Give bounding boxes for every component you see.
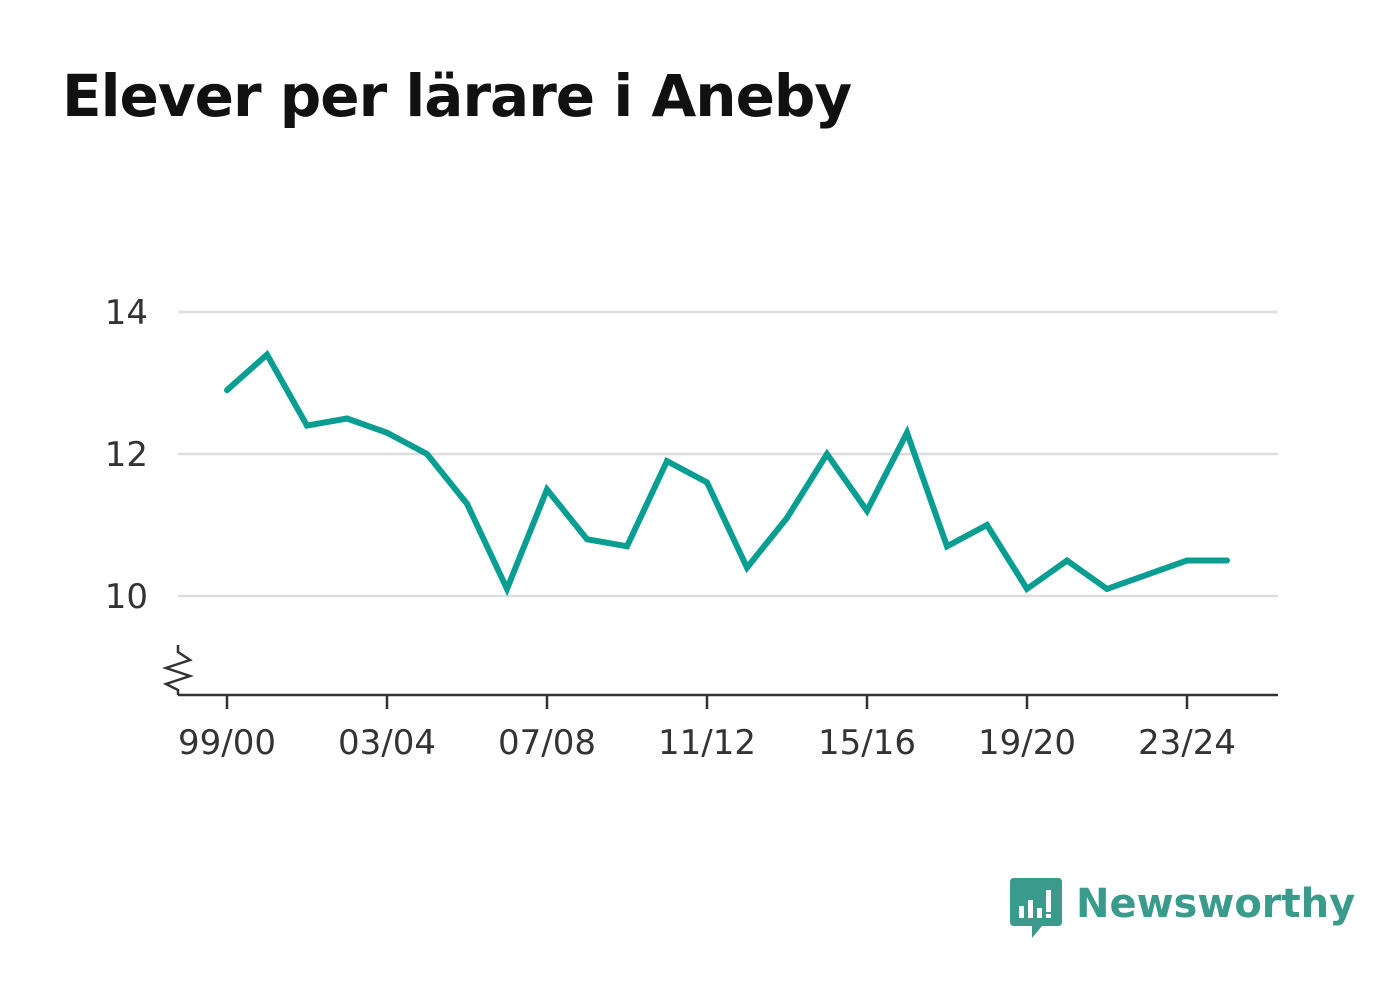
data-point: [1224, 557, 1230, 564]
y-tick-label: 12: [105, 435, 148, 475]
data-point: [824, 451, 830, 457]
data-point: [224, 387, 230, 394]
x-axis-labels: 99/00 03/04 07/08 11/12 15/16 19/20 23/24: [178, 723, 1236, 763]
data-point: [504, 585, 510, 592]
newsworthy-logo-icon: [1010, 878, 1062, 938]
data-point: [464, 500, 470, 507]
axis-break-marker: [162, 645, 194, 695]
x-tick-label: 99/00: [178, 723, 276, 763]
data-point: [424, 451, 430, 457]
data-point: [944, 543, 950, 550]
data-point: [384, 429, 390, 436]
series-layer: [224, 349, 1230, 597]
data-point: [784, 514, 790, 521]
newsworthy-brand: Newsworthy: [1010, 878, 1355, 942]
data-point: [1104, 585, 1110, 592]
data-point: [744, 564, 750, 571]
x-tick-label: 07/08: [498, 723, 596, 763]
data-point: [1024, 585, 1030, 592]
x-tick-label: 11/12: [658, 723, 756, 763]
y-tick-label: 14: [105, 293, 148, 333]
data-point: [304, 422, 310, 429]
x-tick-label: 23/24: [1138, 723, 1236, 763]
data-point: [584, 536, 590, 543]
x-tick-label: 19/20: [978, 723, 1076, 763]
x-axis: [162, 645, 1278, 709]
series-line: [225, 349, 1227, 597]
y-axis-labels: 14 12 10: [105, 293, 148, 617]
x-tick-label: 03/04: [338, 723, 436, 763]
chart-title: Elever per lärare i Aneby: [62, 62, 852, 130]
data-point: [704, 479, 710, 486]
data-point: [344, 415, 350, 422]
grid-lines: [178, 310, 1278, 598]
data-point: [864, 507, 870, 514]
data-point: [1144, 571, 1150, 578]
y-tick-label: 10: [105, 577, 148, 617]
data-point: [624, 543, 630, 550]
data-point: [544, 486, 550, 493]
data-point: [1184, 557, 1190, 564]
data-point: [984, 522, 990, 528]
brand-name: Newsworthy: [1076, 881, 1356, 927]
data-point: [904, 429, 910, 436]
data-point: [1064, 557, 1070, 564]
x-tick-label: 15/16: [818, 723, 916, 763]
data-point: [264, 351, 270, 358]
data-point: [664, 458, 670, 465]
